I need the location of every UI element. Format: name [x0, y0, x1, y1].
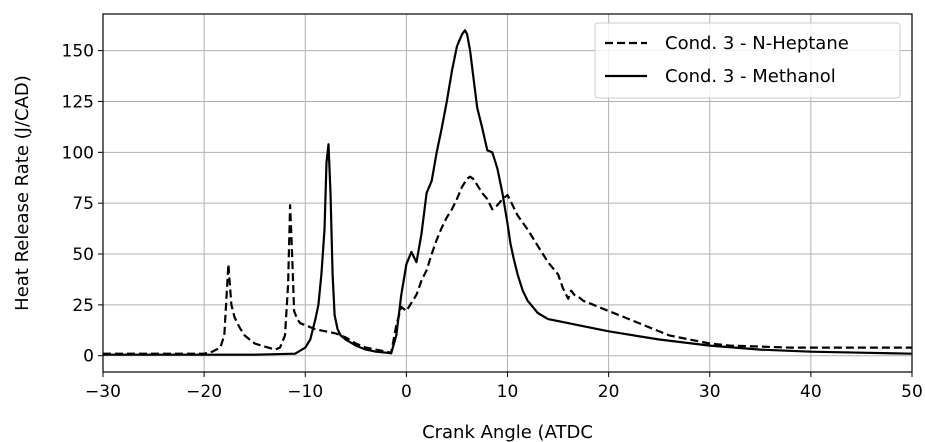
- x-tick-label: 0: [401, 382, 412, 402]
- legend: Cond. 3 - N-Heptane Cond. 3 - Methanol: [594, 22, 901, 99]
- x-tick-label: 30: [699, 382, 721, 402]
- axis-ticks: −30 −20 −10 0 10 20 30 40 50 0 25 50 75 100 125 150: [62, 42, 923, 402]
- legend-label-methanol: Cond. 3 - Methanol: [665, 66, 836, 87]
- legend-label-n-heptane: Cond. 3 - N-Heptane: [665, 33, 849, 54]
- y-tick-label: 0: [83, 347, 94, 367]
- legend-box: [594, 22, 901, 99]
- x-tick-label: 40: [800, 382, 822, 402]
- x-tick-label: 50: [901, 382, 923, 402]
- y-tick-label: 100: [62, 143, 94, 163]
- x-tick-label: −10: [287, 382, 323, 402]
- x-tick-label: 20: [598, 382, 620, 402]
- x-tick-label: −30: [85, 382, 121, 402]
- y-tick-label: 50: [72, 245, 94, 265]
- y-axis-label: Heat Release Rate (J/CAD): [12, 75, 33, 311]
- series-line-methanol: [103, 29, 913, 356]
- y-tick-label: 75: [72, 194, 94, 214]
- x-tick-label: −20: [186, 382, 222, 402]
- x-tick-label: 10: [497, 382, 519, 402]
- series-lines: [103, 29, 913, 356]
- series-line-n-heptane: [103, 175, 912, 355]
- y-tick-label: 125: [62, 92, 94, 112]
- y-tick-label: 25: [72, 296, 94, 316]
- y-tick-label: 150: [62, 42, 94, 62]
- x-axis-label: Crank Angle (ATDC: [422, 422, 593, 442]
